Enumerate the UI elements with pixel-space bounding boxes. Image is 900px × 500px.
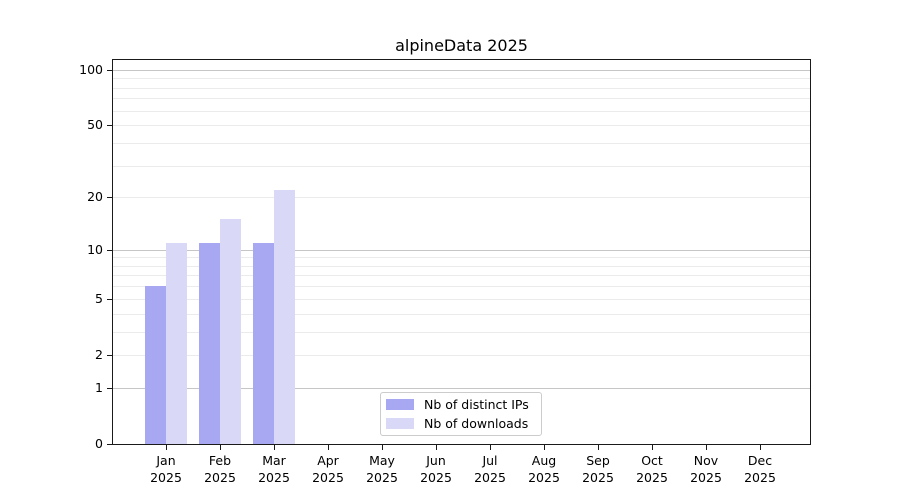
y-tick-mark	[107, 69, 112, 71]
minor-gridline	[113, 313, 810, 315]
minor-gridline	[113, 98, 810, 100]
y-tick-mark	[107, 354, 112, 356]
x-tick-label: Dec 2025	[732, 452, 788, 486]
legend-item-distinct-ips: Nb of distinct IPs	[386, 397, 535, 412]
x-tick-month: Jul	[482, 453, 498, 468]
x-tick-mark	[706, 445, 707, 450]
bar-distinct-ips-mar	[253, 242, 274, 444]
x-tick-label: Oct 2025	[624, 452, 680, 486]
x-tick-year: 2025	[744, 470, 776, 485]
y-tick-label: 50	[87, 117, 103, 133]
y-tick-label: 2	[95, 346, 103, 362]
x-tick-month: Oct	[641, 453, 663, 468]
minor-gridline	[113, 257, 810, 259]
x-tick-month: Feb	[208, 453, 232, 468]
major-gridline	[113, 249, 810, 251]
major-gridline	[113, 69, 810, 71]
x-tick-label: May 2025	[354, 452, 410, 486]
bar-downloads-feb	[220, 219, 241, 444]
x-tick-label: Feb 2025	[192, 452, 248, 486]
x-tick-month: Nov	[693, 453, 719, 468]
y-tick-label: 20	[87, 189, 103, 205]
legend-swatch-downloads-icon	[386, 418, 414, 429]
minor-gridline	[113, 165, 810, 167]
legend-label-distinct-ips: Nb of distinct IPs	[424, 397, 529, 412]
y-tick-label: 100	[79, 61, 103, 77]
x-tick-month: May	[369, 453, 395, 468]
minor-gridline	[113, 87, 810, 89]
x-tick-month: Apr	[317, 453, 339, 468]
y-tick-mark	[107, 298, 112, 300]
x-tick-mark	[598, 445, 599, 450]
y-tick-mark	[107, 249, 112, 251]
x-tick-mark	[274, 445, 275, 450]
minor-gridline	[113, 298, 810, 300]
x-tick-month: Sep	[586, 453, 610, 468]
x-tick-month: Dec	[747, 453, 773, 468]
x-tick-month: Jan	[156, 453, 176, 468]
legend-label-downloads: Nb of downloads	[424, 416, 529, 431]
minor-gridline	[113, 331, 810, 333]
major-gridline	[113, 387, 810, 389]
x-tick-mark	[220, 445, 221, 450]
x-tick-mark	[652, 445, 653, 450]
x-tick-year: 2025	[582, 470, 614, 485]
x-tick-month: Mar	[262, 453, 286, 468]
x-tick-label: Jan 2025	[138, 452, 194, 486]
x-tick-year: 2025	[312, 470, 344, 485]
x-tick-mark	[166, 445, 167, 450]
x-tick-label: Jul 2025	[462, 452, 518, 486]
x-tick-year: 2025	[690, 470, 722, 485]
y-tick-mark	[107, 125, 112, 127]
x-tick-mark	[436, 445, 437, 450]
minor-gridline	[113, 286, 810, 288]
bar-distinct-ips-jan	[145, 286, 166, 444]
minor-gridline	[113, 275, 810, 277]
x-tick-label: Mar 2025	[246, 452, 302, 486]
bar-downloads-mar	[274, 189, 295, 444]
x-tick-mark	[328, 445, 329, 450]
minor-gridline	[113, 142, 810, 144]
x-tick-year: 2025	[150, 470, 182, 485]
y-tick-mark	[107, 387, 112, 389]
x-tick-month: Jun	[426, 453, 446, 468]
legend-swatch-distinct-ips-icon	[386, 399, 414, 410]
y-tick-label: 10	[87, 241, 103, 257]
bar-downloads-jan	[166, 242, 187, 444]
y-tick-mark	[107, 444, 112, 445]
bar-distinct-ips-feb	[199, 242, 220, 444]
y-tick-mark	[107, 197, 112, 199]
x-tick-year: 2025	[420, 470, 452, 485]
y-tick-label: 5	[95, 290, 103, 306]
x-tick-label: Sep 2025	[570, 452, 626, 486]
y-tick-label: 1	[95, 379, 103, 395]
x-tick-year: 2025	[636, 470, 668, 485]
x-tick-mark	[382, 445, 383, 450]
minor-gridline	[113, 354, 810, 356]
x-tick-label: Nov 2025	[678, 452, 734, 486]
x-tick-year: 2025	[204, 470, 236, 485]
plot-area	[112, 59, 811, 445]
minor-gridline	[113, 265, 810, 267]
x-tick-year: 2025	[366, 470, 398, 485]
chart-title: alpineData 2025	[395, 36, 528, 55]
minor-gridline	[113, 125, 810, 127]
legend-item-downloads: Nb of downloads	[386, 416, 535, 431]
x-tick-year: 2025	[474, 470, 506, 485]
minor-gridline	[113, 78, 810, 80]
x-tick-year: 2025	[258, 470, 290, 485]
x-tick-mark	[760, 445, 761, 450]
x-tick-month: Aug	[531, 453, 557, 468]
x-tick-mark	[490, 445, 491, 450]
x-tick-label: Jun 2025	[408, 452, 464, 486]
x-tick-mark	[544, 445, 545, 450]
x-tick-year: 2025	[528, 470, 560, 485]
legend: Nb of distinct IPs Nb of downloads	[380, 392, 542, 436]
minor-gridline	[113, 110, 810, 112]
x-tick-label: Apr 2025	[300, 452, 356, 486]
minor-gridline	[113, 197, 810, 199]
y-tick-label: 0	[95, 436, 103, 451]
x-tick-label: Aug 2025	[516, 452, 572, 486]
